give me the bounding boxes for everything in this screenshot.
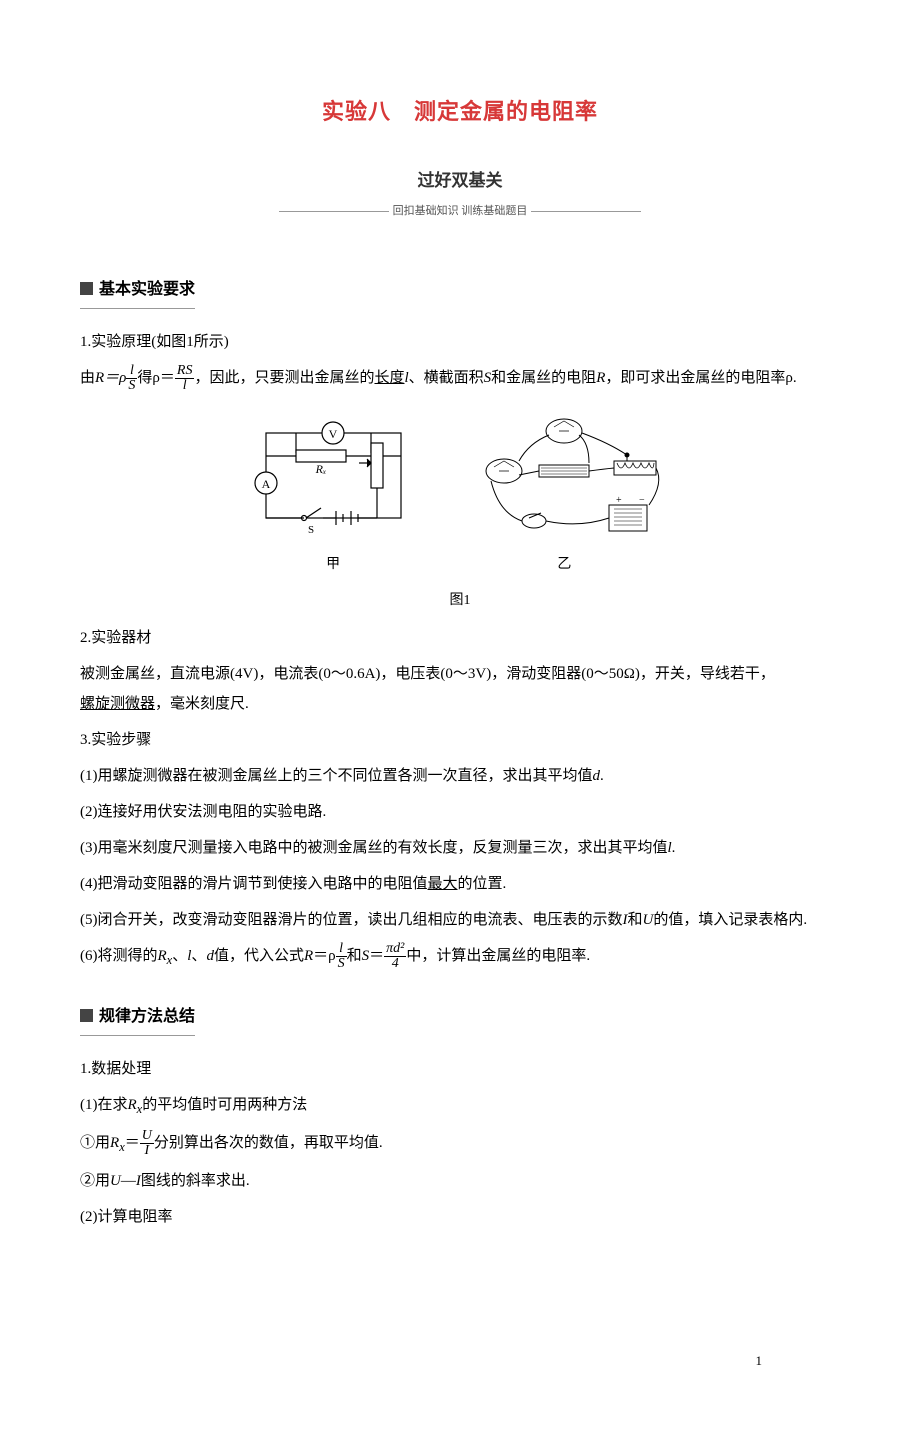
para-dp-1-method1: ①用Rx＝UI分别算出各次的数值，再取平均值. (80, 1128, 840, 1160)
para-dp-1: (1)在求Rx的平均值时可用两种方法 (80, 1090, 840, 1122)
square-icon (80, 282, 93, 295)
para-step-3: (3)用毫米刻度尺测量接入电路中的被测金属丝的有效长度，反复测量三次，求出其平均… (80, 833, 840, 863)
para-equipment-body: 被测金属丝，直流电源(4V)，电流表(0～0.6A)，电压表(0～3V)，滑动变… (80, 659, 840, 719)
para-step-1: (1)用螺旋测微器在被测金属丝上的三个不同位置各测一次直径，求出其平均值d. (80, 761, 840, 791)
section-header-methods-summary: 规律方法总结 (80, 1001, 195, 1036)
subtitle: 过好双基关 (80, 164, 840, 198)
page-title: 实验八 测定金属的电阻率 (80, 90, 840, 134)
para-steps-heading: 3.实验步骤 (80, 725, 840, 755)
svg-text:+: + (616, 495, 622, 506)
para-dp-2: (2)计算电阻率 (80, 1202, 840, 1232)
circuit-diagram-jia: V Rₓ A S (251, 413, 416, 579)
para-step-4: (4)把滑动变阻器的滑片调节到使接入电路中的电阻值最大的位置. (80, 869, 840, 899)
circuit-diagram-yi: + − 乙 (459, 413, 669, 579)
subtitle-note: 回扣基础知识 训练基础题目 (80, 200, 840, 222)
para-dp-1-method2: ②用U—I图线的斜率求出. (80, 1166, 840, 1196)
para-step-5: (5)闭合开关，改变滑动变阻器滑片的位置，读出几组相应的电流表、电压表的示数I和… (80, 905, 840, 935)
svg-text:V: V (328, 427, 337, 441)
square-icon (80, 1009, 93, 1022)
page-number: 1 (756, 1348, 763, 1374)
svg-text:A: A (261, 477, 270, 491)
para-step-2: (2)连接好用伏安法测电阻的实验电路. (80, 797, 840, 827)
para-equipment-heading: 2.实验器材 (80, 623, 840, 653)
para-principle-heading: 1.实验原理(如图1所示) (80, 327, 840, 357)
label-jia: 甲 (251, 551, 416, 579)
para-data-processing-heading: 1.数据处理 (80, 1054, 840, 1084)
para-step-6: (6)将测得的Rx、l、d值，代入公式R＝ρlS和S＝πd²4中，计算出金属丝的… (80, 941, 840, 973)
figure-caption: 图1 (80, 587, 840, 615)
svg-text:S: S (308, 524, 314, 536)
figure-1: V Rₓ A S (80, 413, 840, 615)
label-yi: 乙 (459, 551, 669, 579)
section-header-basic-requirements: 基本实验要求 (80, 274, 195, 309)
svg-text:−: − (639, 495, 645, 506)
svg-text:Rₓ: Rₓ (314, 462, 326, 476)
para-principle-formula: 由R＝ρlS得ρ＝RSl，因此，只要测出金属丝的长度l、横截面积S和金属丝的电阻… (80, 363, 840, 393)
